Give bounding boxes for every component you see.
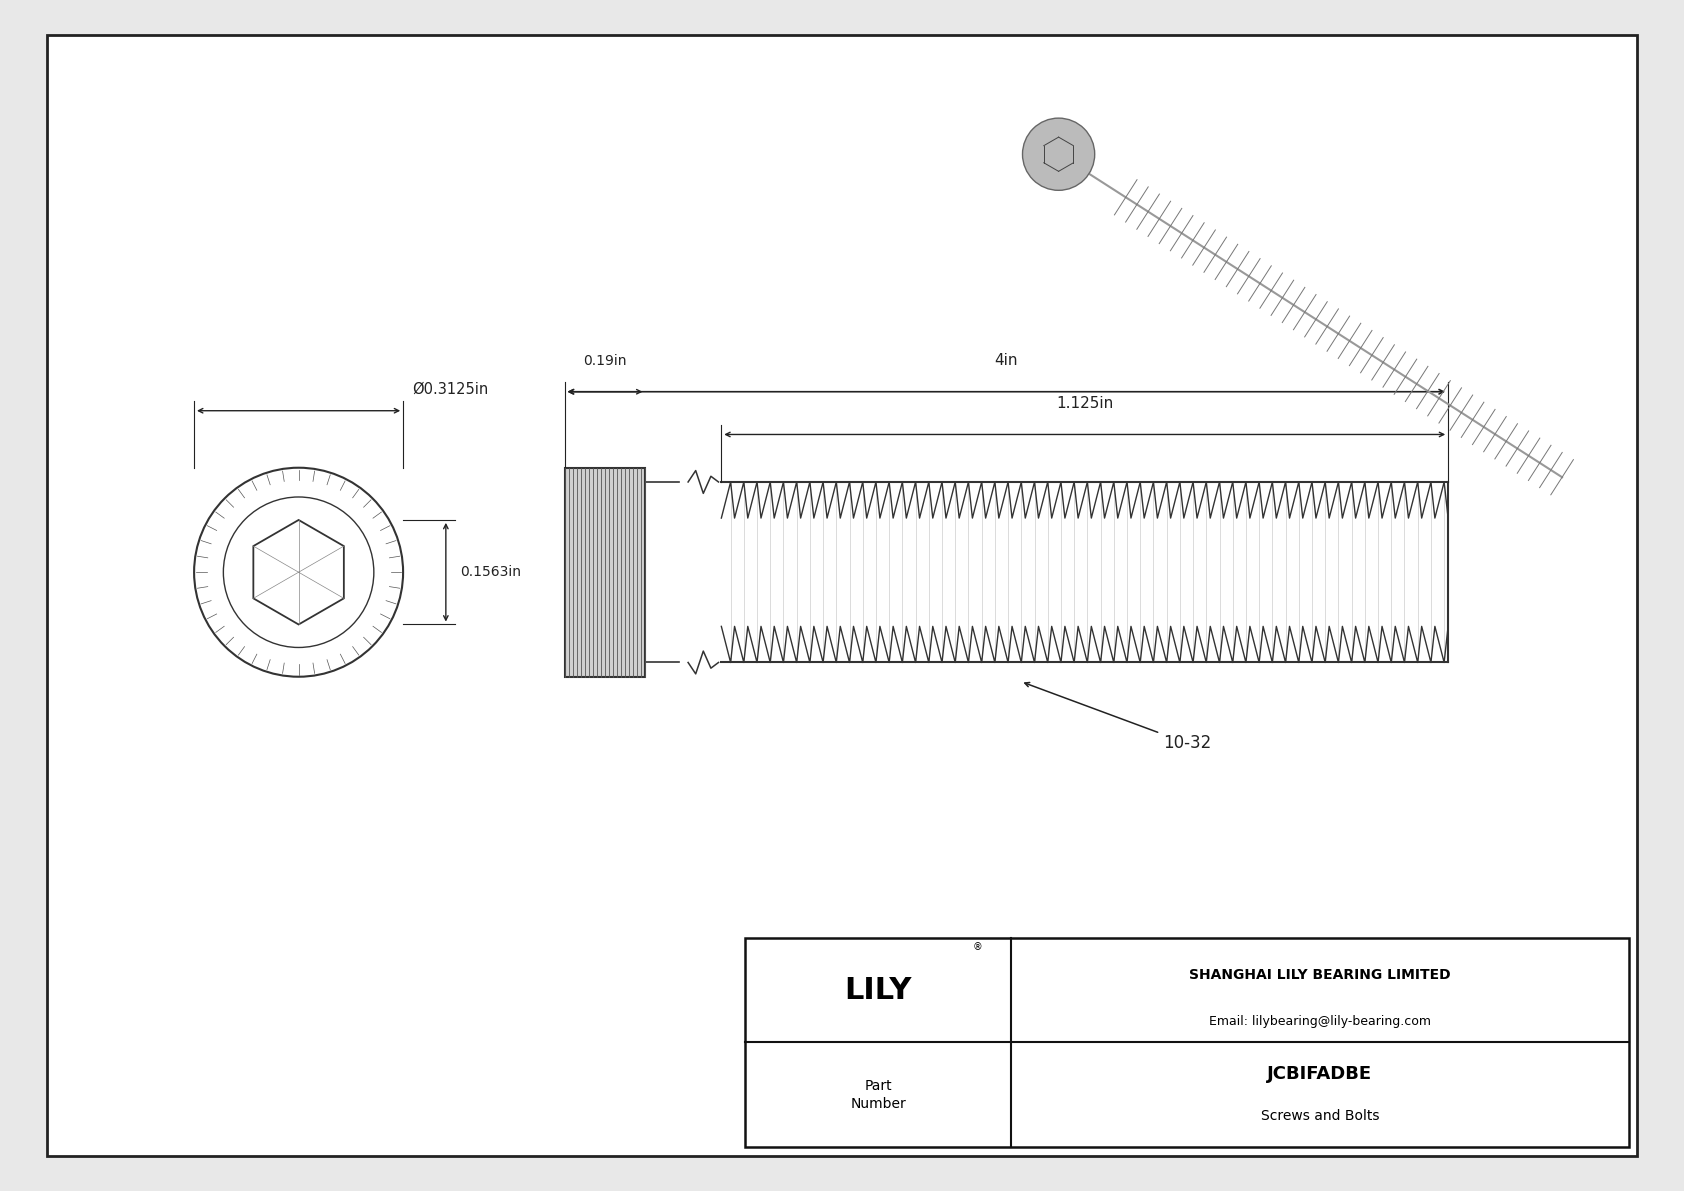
Text: JCBIFADBE: JCBIFADBE (1268, 1065, 1372, 1083)
Text: ®: ® (973, 942, 983, 953)
Text: 10-32: 10-32 (1026, 682, 1211, 753)
Bar (564, 468, 645, 676)
Text: Part
Number: Part Number (850, 1079, 906, 1111)
Text: 0.19in: 0.19in (583, 354, 626, 368)
Text: 4in: 4in (995, 353, 1019, 368)
Circle shape (1022, 118, 1095, 191)
Bar (744, 939, 1628, 1147)
Text: LILY: LILY (844, 975, 911, 1005)
Text: Ø0.3125in: Ø0.3125in (413, 381, 488, 397)
Text: Screws and Bolts: Screws and Bolts (1261, 1109, 1379, 1123)
Text: 0.1563in: 0.1563in (460, 566, 520, 579)
Text: SHANGHAI LILY BEARING LIMITED: SHANGHAI LILY BEARING LIMITED (1189, 967, 1450, 981)
Text: 1.125in: 1.125in (1056, 395, 1113, 411)
Text: Email: lilybearing@lily-bearing.com: Email: lilybearing@lily-bearing.com (1209, 1015, 1431, 1028)
